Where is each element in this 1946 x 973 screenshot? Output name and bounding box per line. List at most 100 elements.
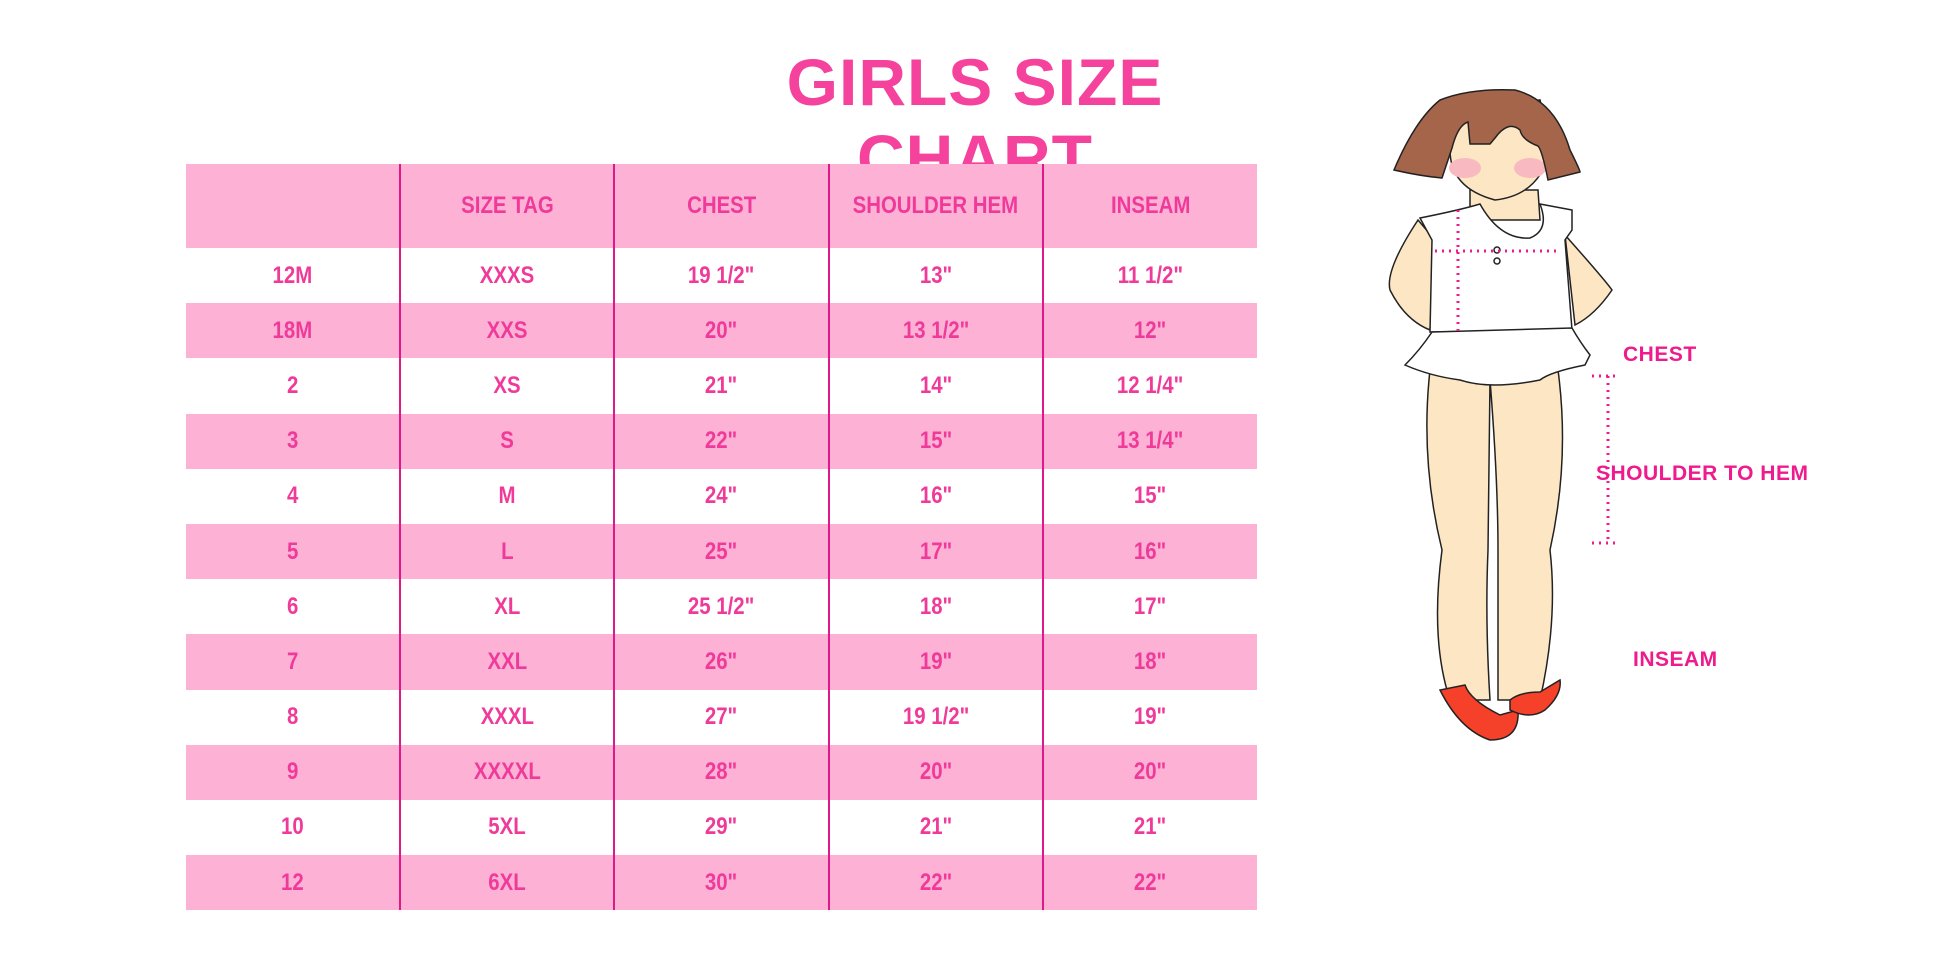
- table-cell: XXXS: [399, 248, 615, 304]
- table-cell: 24": [613, 468, 829, 524]
- table-cell: 17": [827, 523, 1043, 580]
- table-cell: 13": [827, 248, 1043, 304]
- cell-value: 7: [286, 647, 299, 675]
- cell-value: 6XL: [488, 868, 526, 896]
- cell-value: 27": [705, 703, 738, 731]
- table-cell: 20": [827, 744, 1043, 800]
- cell-value: 16": [919, 482, 952, 510]
- table-cell: 7: [186, 634, 400, 689]
- cell-value: 25": [705, 537, 738, 565]
- table-cell: XS: [399, 358, 615, 414]
- table-cell: S: [399, 413, 615, 469]
- table-cell: 19": [1041, 689, 1257, 745]
- table-cell: 21": [613, 358, 829, 414]
- table-cell: 5XL: [399, 799, 615, 856]
- cell-value: 20": [1134, 758, 1167, 786]
- cell-value: 16": [1134, 537, 1167, 565]
- cell-value: 26": [705, 647, 738, 675]
- table-cell: 16": [1041, 523, 1257, 580]
- cell-value: 22": [919, 868, 952, 896]
- cell-value: 12": [1134, 316, 1167, 344]
- cell-value: 19 1/2": [688, 261, 755, 289]
- cell-value: 17": [919, 537, 952, 565]
- cell-value: XXS: [486, 316, 528, 344]
- table-cell: 12M: [186, 248, 400, 303]
- cell-value: 21": [705, 371, 738, 399]
- cell-value: 21": [919, 813, 952, 841]
- cell-value: XS: [493, 371, 521, 399]
- cell-value: S: [500, 427, 515, 455]
- table-cell: L: [399, 523, 615, 580]
- table-cell: 12": [1041, 303, 1257, 359]
- cell-value: L: [501, 537, 514, 565]
- table-cell: 13 1/2": [827, 303, 1043, 359]
- table-cell: 12: [186, 855, 400, 910]
- table-cell: 6XL: [399, 855, 615, 911]
- cell-value: 5: [286, 537, 299, 565]
- table-row: 12 6XL 30" 22" 22": [186, 855, 1257, 911]
- table-cell: 16": [827, 468, 1043, 524]
- cell-value: 11 1/2": [1117, 261, 1184, 289]
- cell-value: 12: [281, 868, 304, 896]
- table-row: 8 XXXL 27" 19 1/2" 19": [186, 689, 1257, 745]
- table-row: 5 L 25" 17" 16": [186, 523, 1257, 580]
- hair: [1392, 88, 1581, 181]
- cell-value: 3: [286, 427, 299, 455]
- cell-value: 21": [1134, 813, 1167, 841]
- table-cell: XL: [399, 579, 615, 635]
- cell-value: 18M: [272, 316, 313, 344]
- table-row: 4 M 24" 16" 15": [186, 468, 1257, 524]
- table-cell: 19 1/2": [613, 248, 829, 304]
- table-cell: 13 1/4": [1041, 413, 1257, 469]
- cell-value: 13 1/4": [1117, 427, 1184, 455]
- table-cell: 9: [186, 745, 400, 800]
- cell-value: 2: [286, 371, 299, 399]
- column-header: CHEST: [613, 164, 829, 248]
- cell-value: 9: [286, 758, 299, 786]
- cell-value: 8: [286, 703, 299, 731]
- cell-value: 5XL: [488, 813, 526, 841]
- table-row: 12M XXXS 19 1/2" 13" 11 1/2": [186, 248, 1257, 304]
- table-cell: 30": [613, 855, 829, 911]
- ruffle: [1403, 327, 1591, 386]
- table-cell: 14": [827, 358, 1043, 414]
- table-row: 6 XL 25 1/2" 18" 17": [186, 579, 1257, 635]
- cell-value: XL: [494, 592, 521, 620]
- cell-value: 12 1/4": [1117, 371, 1184, 399]
- table-cell: XXXXL: [399, 744, 615, 800]
- table-cell: XXS: [399, 303, 615, 359]
- legs: [1426, 369, 1491, 701]
- table-cell: 20": [1041, 744, 1257, 800]
- inseam-label: INSEAM: [1633, 648, 1718, 671]
- table-cell: 22": [613, 413, 829, 469]
- table-cell: 21": [827, 799, 1043, 856]
- cell-value: 19": [1134, 703, 1167, 731]
- cell-value: 14": [919, 371, 952, 399]
- table-cell: 22": [827, 855, 1043, 911]
- table-cell: 17": [1041, 579, 1257, 635]
- table-cell: 28": [613, 744, 829, 800]
- table-cell: 22": [1041, 855, 1257, 911]
- table-cell: 12 1/4": [1041, 358, 1257, 414]
- table-cell: 15": [1041, 468, 1257, 524]
- table-cell: 3: [186, 414, 400, 469]
- table-row: 10 5XL 29" 21" 21": [186, 799, 1257, 856]
- cell-value: 30": [705, 868, 738, 896]
- table-cell: 29": [613, 799, 829, 856]
- cell-value: 25 1/2": [688, 592, 755, 620]
- column-header-label: SIZE TAG: [460, 192, 554, 219]
- table-cell: 6: [186, 579, 400, 634]
- cell-value: 22": [705, 427, 738, 455]
- cell-value: 18": [919, 592, 952, 620]
- table-cell: 4: [186, 469, 400, 524]
- cell-value: 22": [1134, 868, 1167, 896]
- table-cell: 25": [613, 523, 829, 580]
- table-cell: 19 1/2": [827, 689, 1043, 745]
- table-cell: 26": [613, 634, 829, 690]
- table-cell: M: [399, 468, 615, 524]
- cell-value: 20": [919, 758, 952, 786]
- table-cell: 18M: [186, 303, 400, 358]
- chest-label: CHEST: [1623, 343, 1697, 366]
- cell-value: 13 1/2": [902, 316, 969, 344]
- table-cell: 10: [186, 800, 400, 855]
